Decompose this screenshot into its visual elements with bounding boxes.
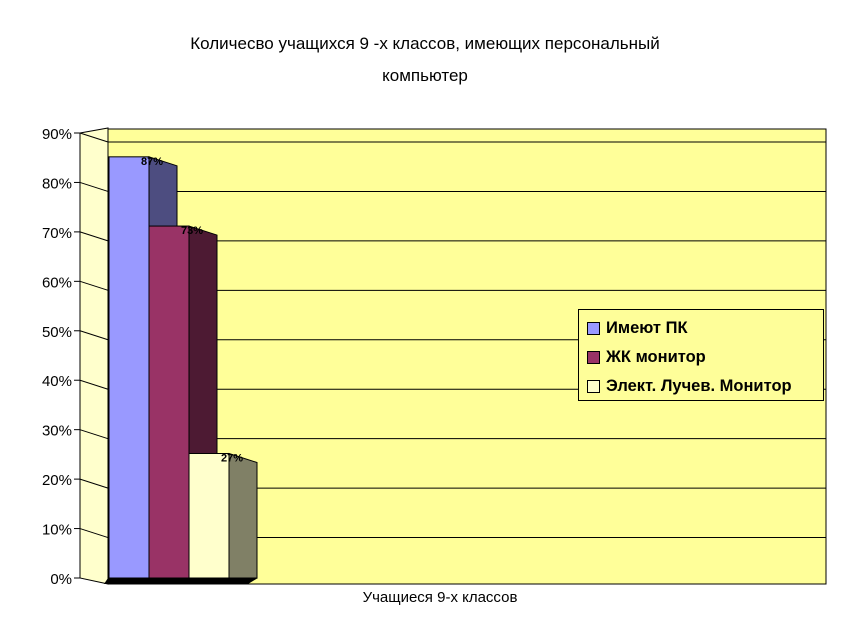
gridline-side-4 [79, 379, 109, 390]
data-label-0: 87% [141, 156, 163, 168]
gridline-side-8 [79, 181, 109, 192]
floor-shadow [104, 578, 258, 584]
gridline-side-1 [79, 528, 109, 539]
legend-label-1: ЖК монитор [606, 348, 706, 366]
y-tick-label-5: 50% [42, 324, 72, 341]
data-label-2: 27% [221, 453, 243, 465]
bar-0 [108, 156, 150, 579]
y-tick-label-0: 0% [50, 571, 72, 588]
y-tick-label-1: 10% [42, 522, 72, 539]
legend-label-2: Элект. Лучев. Монитор [606, 377, 792, 395]
y-tick-label-9: 90% [42, 126, 72, 143]
bar-side-2 [228, 452, 258, 579]
legend-swatch-2 [587, 380, 600, 393]
y-tick-label-8: 80% [42, 175, 72, 192]
chart-title-line-2: компьютер [382, 66, 468, 85]
legend: Имеют ПК ЖК монитор Элект. Лучев. Монито… [578, 309, 824, 401]
y-tick-label-6: 60% [42, 274, 72, 291]
gridline-side-7 [79, 231, 109, 242]
legend-label-0: Имеют ПК [606, 319, 688, 337]
gridline-side-3 [79, 429, 109, 440]
bar-2 [188, 453, 230, 579]
legend-swatch-1 [587, 351, 600, 364]
legend-item-2: Элект. Лучев. Монитор [587, 372, 823, 401]
chart-title: Количесво учащихся 9 -х классов, имеющих… [100, 28, 750, 92]
chart-title-line-1: Количесво учащихся 9 -х классов, имеющих… [190, 34, 660, 53]
y-tick-label-3: 30% [42, 423, 72, 440]
side-wall [79, 127, 109, 585]
gridline-side-6 [79, 280, 109, 291]
data-label-1: 73% [181, 225, 203, 237]
y-tick-label-7: 70% [42, 225, 72, 242]
x-axis-label: Учащиеся 9-х классов [362, 589, 518, 606]
legend-item-0: Имеют ПК [587, 314, 823, 343]
bar-1 [148, 225, 190, 579]
gridline-side-5 [79, 330, 109, 341]
gridline-side-2 [79, 478, 109, 489]
legend-item-1: ЖК монитор [587, 343, 823, 372]
gridline-side-9 [79, 132, 109, 143]
y-tick-label-4: 40% [42, 373, 72, 390]
legend-swatch-0 [587, 322, 600, 335]
y-tick-label-2: 20% [42, 472, 72, 489]
